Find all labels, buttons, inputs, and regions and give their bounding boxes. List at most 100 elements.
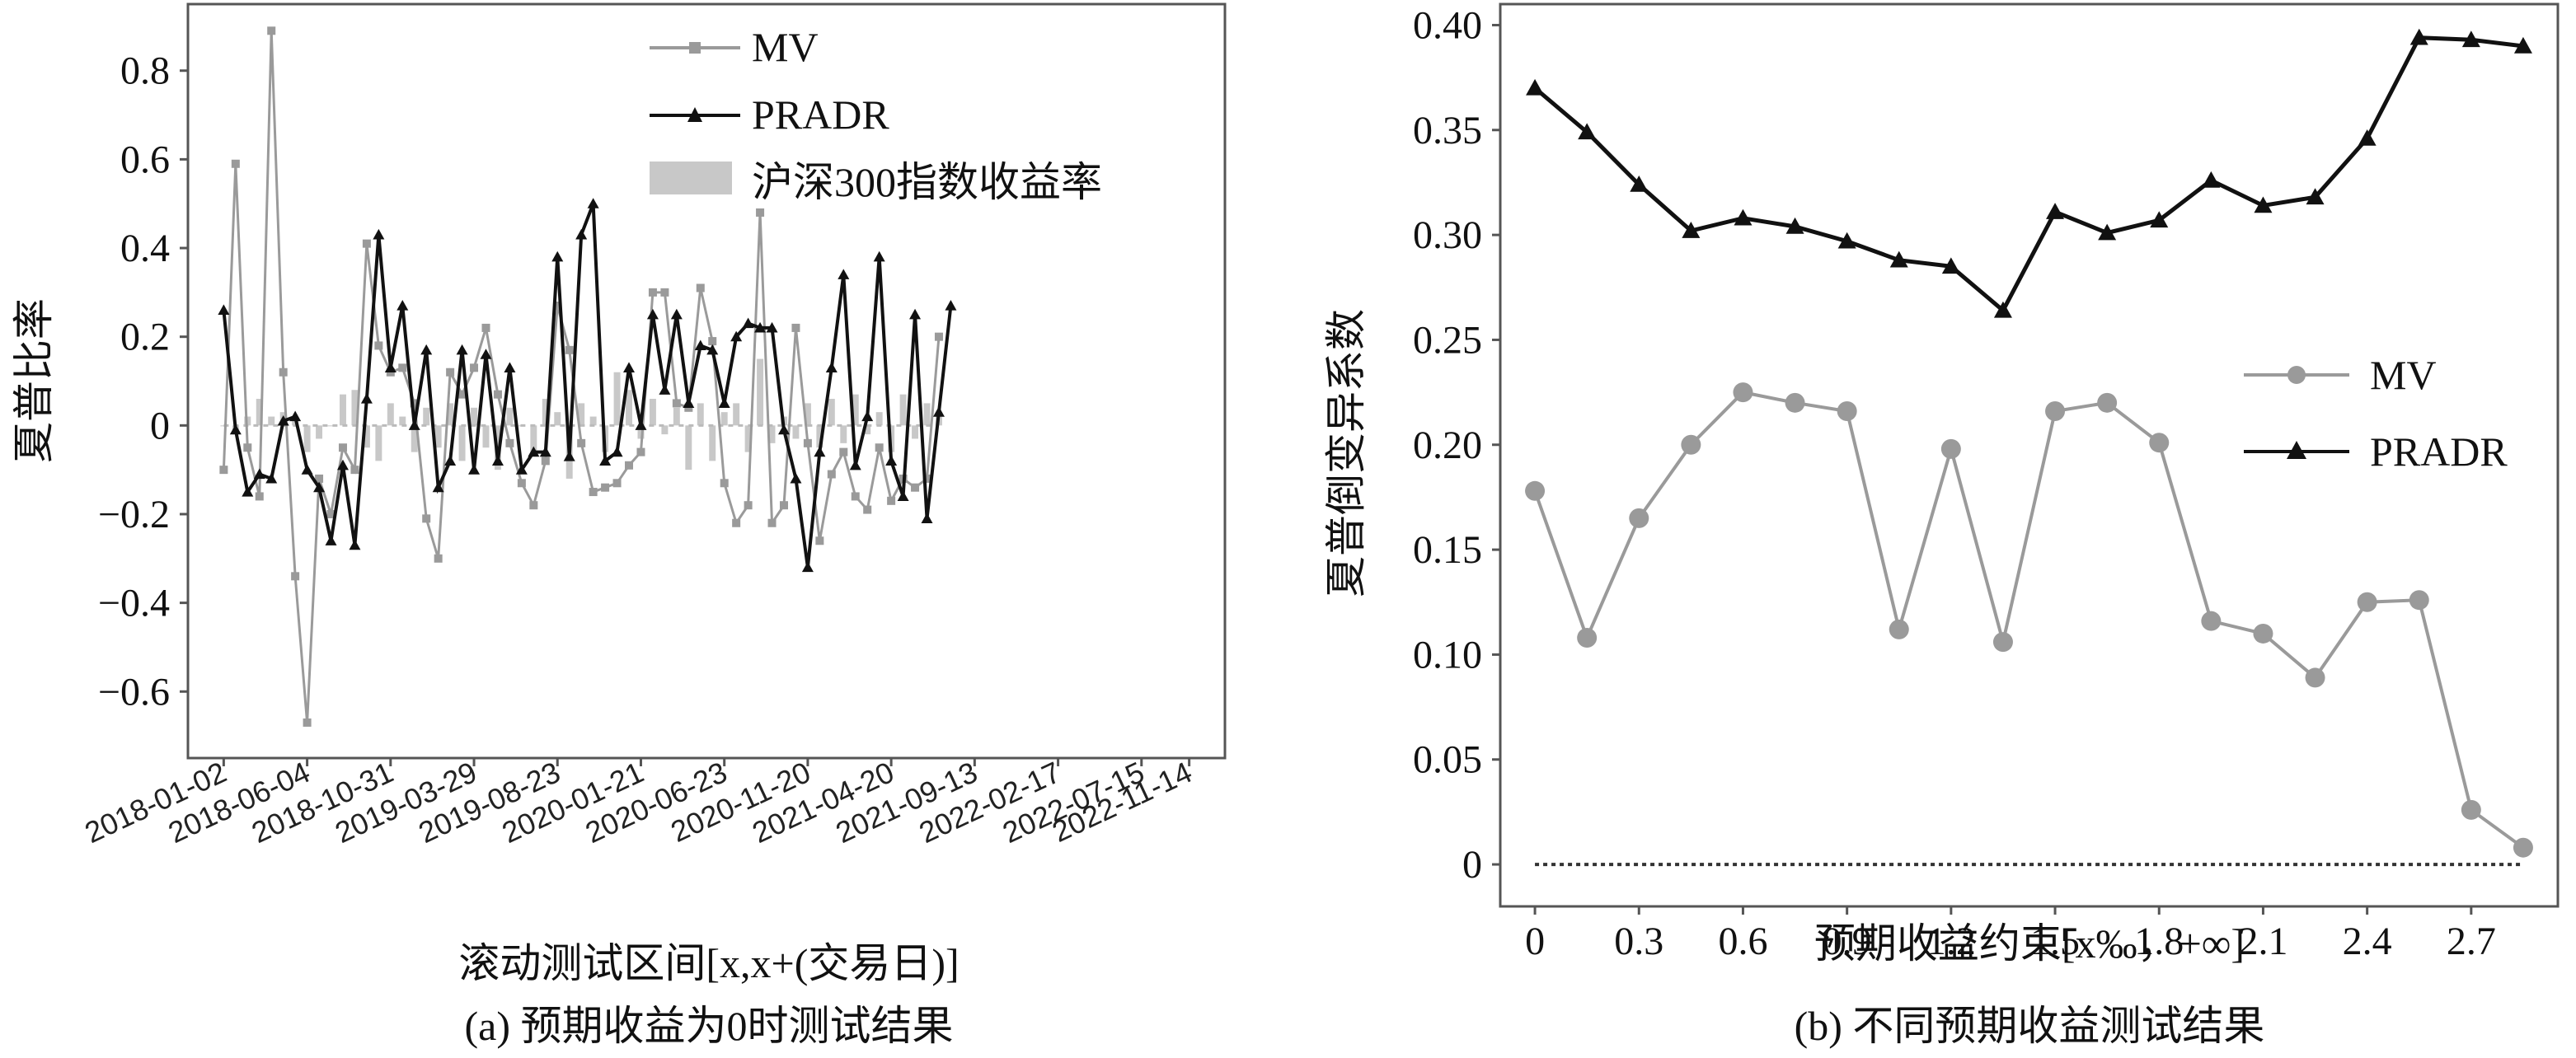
data-point-pradr [1734,208,1753,226]
data-point-mv [1992,632,2013,653]
data-point-mv [922,474,931,483]
index-return-bar [387,403,394,426]
data-point-pradr [814,446,826,457]
index-return-bar [375,425,382,461]
index-return-bar [792,425,800,439]
data-point-pradr [539,446,551,457]
data-point-pradr [670,308,683,320]
data-point-pradr [515,464,528,475]
data-point-mv [1837,401,1857,422]
data-point-mv [589,488,598,497]
data-point-pradr [1630,176,1649,192]
data-point-pradr [396,300,409,311]
index-return-bar [804,403,811,426]
index-return-bar [733,403,740,426]
series-line-pradr [1533,35,2524,314]
data-point-mv [2149,433,2170,453]
chart-a-legend: MV PRADR 沪深300指数收益率 [650,24,1102,205]
data-point-mv [2253,623,2273,644]
data-point-pradr [646,308,659,320]
index-return-bar [423,407,430,426]
index-return-bar [744,425,752,452]
index-return-bar [411,425,418,452]
legend-b-mv-marker [2287,366,2306,384]
data-point-pradr [599,455,612,466]
data-point-pradr [265,472,278,484]
data-point-pradr [635,419,647,430]
chart-a-bars [220,358,942,479]
data-point-pradr [277,414,289,426]
index-return-bar [720,412,728,426]
data-point-mv [553,302,562,310]
y-tick-label: −0.4 [98,582,170,625]
data-point-pradr [301,464,313,475]
data-point-mv [398,363,407,372]
index-return-bar [828,399,835,426]
data-point-pradr [2098,223,2117,241]
x-tick-label: 2.1 [2238,920,2287,963]
data-point-pradr [861,410,874,422]
data-point-mv [350,466,359,475]
data-point-pradr [1889,250,1908,268]
chart-a-x-ticks: 2018-01-022018-06-042018-10-312019-03-29… [80,755,1197,850]
index-return-bar [434,425,442,448]
data-point-mv [231,159,240,168]
chart-b-y-axis-title: 夏普倒变异系数 [1323,309,1369,597]
chart-a-x-axis-title: 滚动测试区间[x,x+(交易日)] [458,940,959,986]
data-point-mv [672,399,681,408]
data-point-pradr [480,349,492,359]
index-return-bar [506,407,514,426]
index-return-bar [661,425,669,435]
y-tick-label: 0 [1462,843,1482,887]
chart-b-series [1525,28,2533,858]
data-point-mv [505,438,514,447]
y-tick-label: 0.6 [120,138,170,181]
data-point-mv [815,536,824,545]
data-point-mv [565,345,574,354]
data-point-mv [934,332,943,341]
data-point-mv [529,501,538,510]
chart-a: −0.6 −0.4 −0.2 0 0.2 0.4 0.6 0.8 2018-01-022018… [11,2,1227,1049]
chart-b: 0 0.05 0.10 0.15 0.20 0.25 0.30 0.35 0.40 0 0.3 0.… [1323,2,2560,1049]
data-point-pradr [253,468,265,480]
data-point-mv [708,337,717,346]
index-return-bar [351,390,359,426]
data-point-pradr [444,455,457,466]
y-tick-label: 0.2 [120,316,170,359]
chart-a-plot-frame [186,2,1227,760]
data-point-mv [1940,438,1961,459]
data-point-mv [577,438,586,447]
index-return-bar [840,425,847,443]
data-point-pradr [456,344,468,355]
index-return-bar [589,416,597,426]
data-point-mv [2409,590,2429,611]
data-point-pradr [1785,217,1804,234]
data-point-pradr [777,424,790,435]
index-return-bar [303,425,311,452]
data-point-pradr [611,446,623,457]
data-point-pradr [730,330,743,342]
data-point-pradr [766,321,778,333]
data-point-mv [1733,382,1753,403]
data-point-pradr [742,317,754,329]
data-point-mv [457,390,467,399]
series-line-pradr [222,203,953,568]
data-point-pradr [683,397,695,409]
data-point-mv [303,718,312,727]
legend-b-pradr-marker [2287,441,2306,459]
data-point-mv [2097,392,2118,413]
data-point-mv [291,572,300,581]
y-tick-label: 0.35 [1413,109,1482,152]
y-tick-label: 0.25 [1413,318,1482,362]
x-tick-label: 0.9 [1823,920,1872,963]
data-point-mv [648,288,657,297]
data-point-pradr [491,455,504,466]
data-point-mv [767,518,777,527]
data-point-pradr [563,451,575,461]
data-point-mv [1889,619,1909,639]
data-point-pradr [1941,257,1960,274]
index-return-bar [697,403,704,426]
data-point-mv [803,438,812,447]
data-point-mv [422,514,431,523]
chart-b-x-ticks: 0 0.3 0.6 0.9 1.2 1.5 1.8 2.1 2.4 2.7 [1525,906,2496,963]
